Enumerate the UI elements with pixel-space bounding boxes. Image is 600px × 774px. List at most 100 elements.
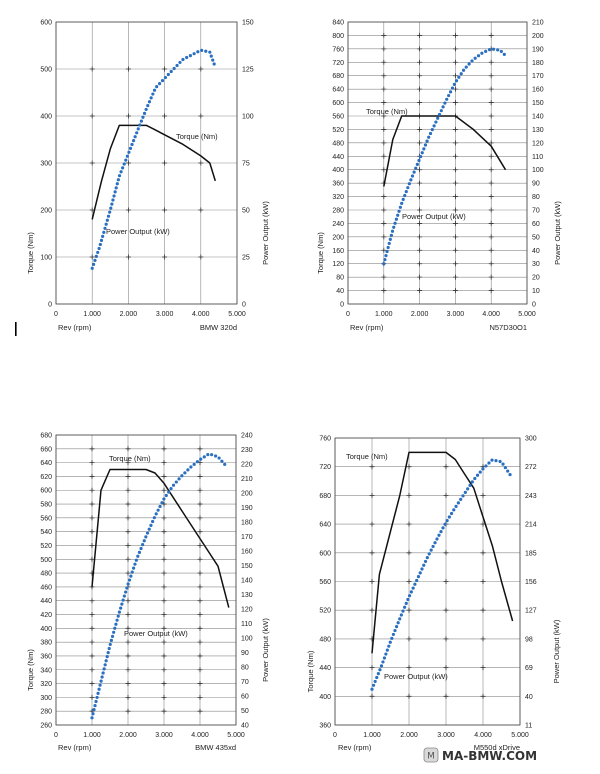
grid-cross-marker: [125, 460, 131, 466]
y2-tick-label: 110: [241, 621, 252, 628]
grid-cross-marker: [443, 579, 449, 584]
power-output-line: [90, 452, 229, 720]
x-tick-label: 0: [333, 732, 337, 739]
y2-tick-label: 127: [525, 608, 537, 615]
grid-cross-marker: [417, 86, 423, 92]
grid-cross-marker: [417, 274, 423, 280]
grid-cross-marker: [125, 254, 131, 260]
y2-tick-label: 50: [242, 208, 250, 215]
y2-tick-label: 190: [241, 505, 253, 512]
grid-cross-marker: [480, 579, 486, 584]
y2-tick-label: 75: [242, 161, 250, 168]
grid-cross-marker: [369, 665, 375, 671]
y-tick-label: 600: [332, 100, 344, 107]
grid-cross-marker: [488, 113, 494, 119]
y2-tick-label: 210: [241, 476, 253, 483]
grid-cross-marker: [452, 207, 458, 213]
y-tick-label: 360: [40, 653, 52, 660]
y-tick-label: 500: [40, 67, 52, 74]
y2-tick-label: 50: [241, 708, 249, 715]
y-tick-label: 600: [319, 550, 331, 557]
grid-cross-marker: [89, 529, 95, 535]
grid-cross-marker: [162, 66, 168, 72]
grid-cross-marker: [381, 194, 387, 200]
grid-cross-marker: [125, 653, 131, 659]
y-tick-label: 120: [332, 261, 344, 268]
grid-cross-marker: [381, 220, 387, 226]
grid-cross-marker: [125, 667, 131, 673]
grid-cross-marker: [89, 653, 95, 659]
grid-cross-marker: [480, 492, 486, 498]
grid-cross-marker: [452, 247, 458, 253]
y-tick-label: 340: [40, 667, 52, 674]
grid-cross-marker: [417, 100, 423, 106]
plot-frame: [55, 434, 237, 726]
grid-cross-marker: [452, 180, 458, 186]
y-tick-label: 500: [40, 557, 52, 564]
x-axis-title: Rev (rpm): [58, 323, 92, 332]
grid-cross-marker: [161, 473, 167, 479]
grid-cross-marker: [417, 46, 423, 52]
grid-cross-marker: [197, 584, 203, 590]
grid-cross-marker: [452, 73, 458, 79]
grid-cross-marker: [125, 446, 131, 452]
x-tick-label: 5.000: [511, 732, 529, 739]
grid-cross-marker: [125, 570, 131, 576]
grid-cross-marker: [480, 550, 486, 556]
power-output-annotation: Power Output (kW): [402, 212, 466, 221]
x-tick-label: 4.000: [191, 732, 209, 739]
grid-cross-marker: [488, 180, 494, 186]
x-axis-title: Rev (rpm): [350, 323, 384, 332]
y-tick-label: 540: [40, 529, 52, 536]
y2-tick-label: 140: [532, 114, 544, 121]
grid-cross-marker: [125, 529, 131, 535]
grid-cross-marker: [417, 32, 423, 38]
grid-cross-marker: [198, 113, 204, 119]
grid-cross-marker: [161, 694, 167, 700]
grid-cross-marker: [488, 86, 494, 92]
grid-cross-marker: [406, 492, 412, 498]
y-tick-label: 280: [332, 208, 344, 215]
grid-cross-marker: [488, 126, 494, 132]
grid-cross-marker: [452, 140, 458, 146]
grid-cross-marker: [197, 570, 203, 576]
y-tick-label: 280: [40, 709, 52, 716]
y-axis-title: Torque (Nm): [306, 650, 315, 692]
x-tick-label: 1.000: [375, 311, 393, 318]
torque-annotation: Torque (Nm): [109, 454, 151, 463]
torque-line: [91, 124, 217, 220]
y2-tick-label: 150: [532, 100, 544, 107]
grid-cross-marker: [443, 636, 449, 642]
grid-cross-marker: [381, 153, 387, 159]
y2-tick-label: 200: [241, 491, 253, 498]
y-tick-label: 480: [40, 571, 52, 578]
grid-cross-marker: [488, 100, 494, 106]
grid-cross-marker: [381, 247, 387, 253]
y2-tick-label: 150: [241, 563, 253, 570]
grid-cross-marker: [198, 160, 204, 166]
x-tick-label: 3.000: [447, 311, 465, 318]
y2-tick-label: 120: [532, 140, 544, 147]
grid-cross-marker: [381, 126, 387, 132]
y2-tick-label: 210: [532, 20, 544, 27]
grid-cross-marker: [125, 708, 131, 714]
y-tick-label: 0: [340, 302, 344, 309]
y2-tick-label: 220: [241, 462, 253, 469]
grid-cross-marker: [443, 464, 449, 470]
y-tick-label: 760: [332, 46, 344, 53]
grid-cross-marker: [125, 515, 131, 521]
grid-cross-marker: [197, 598, 203, 604]
grid-cross-marker: [125, 694, 131, 700]
grid-cross-marker: [89, 460, 95, 466]
y-tick-label: 380: [40, 640, 52, 647]
grid-cross-marker: [197, 653, 203, 659]
grid-cross-marker: [161, 460, 167, 466]
grid-cross-marker: [381, 274, 387, 280]
watermark-text: MA-BMW.COM: [442, 749, 537, 763]
grid-cross-marker: [125, 681, 131, 687]
grid-cross-marker: [89, 515, 95, 521]
grid-cross-marker: [198, 254, 204, 260]
grid-cross-marker: [406, 550, 412, 556]
grid-cross-marker: [369, 607, 375, 613]
grid-cross-marker: [480, 636, 486, 642]
